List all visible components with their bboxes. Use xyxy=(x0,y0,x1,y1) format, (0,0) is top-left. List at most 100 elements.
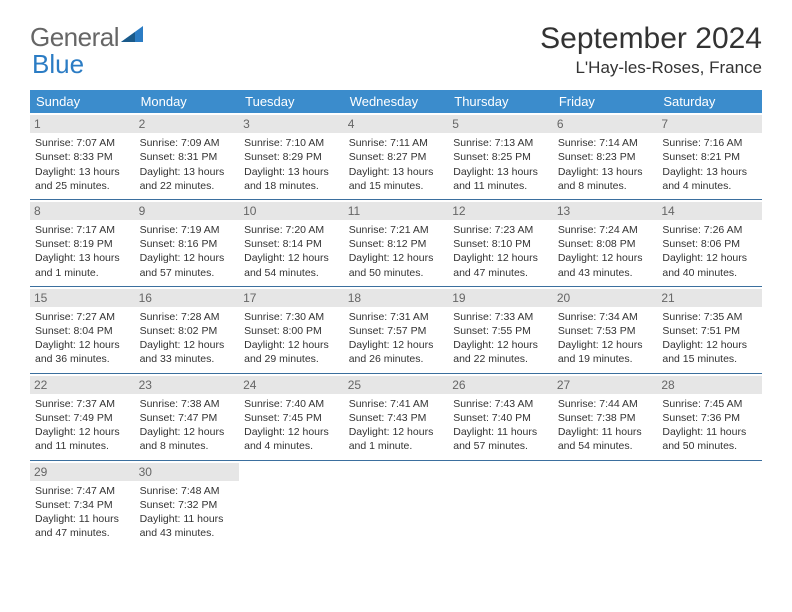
daylight-line: Daylight: 13 hours and 25 minutes. xyxy=(35,166,120,192)
day-details: Sunrise: 7:37 AMSunset: 7:49 PMDaylight:… xyxy=(34,397,131,454)
day-number: 7 xyxy=(657,115,762,133)
daylight-line: Daylight: 12 hours and 8 minutes. xyxy=(140,426,225,452)
day-header: Wednesday xyxy=(344,90,449,113)
day-cell: 28Sunrise: 7:45 AMSunset: 7:36 PMDayligh… xyxy=(657,373,762,460)
daylight-line: Daylight: 11 hours and 50 minutes. xyxy=(662,426,746,452)
day-header: Monday xyxy=(135,90,240,113)
sunset-line: Sunset: 8:27 PM xyxy=(349,151,427,163)
week-row: 29Sunrise: 7:47 AMSunset: 7:34 PMDayligh… xyxy=(30,460,762,546)
sunset-line: Sunset: 8:14 PM xyxy=(244,238,322,250)
daylight-line: Daylight: 12 hours and 26 minutes. xyxy=(349,339,434,365)
sunset-line: Sunset: 8:23 PM xyxy=(558,151,636,163)
day-cell: 14Sunrise: 7:26 AMSunset: 8:06 PMDayligh… xyxy=(657,199,762,286)
day-number: 12 xyxy=(448,202,553,220)
day-number: 25 xyxy=(344,376,449,394)
day-details: Sunrise: 7:14 AMSunset: 8:23 PMDaylight:… xyxy=(557,136,654,193)
sunset-line: Sunset: 7:40 PM xyxy=(453,412,531,424)
sunset-line: Sunset: 8:10 PM xyxy=(453,238,531,250)
sunset-line: Sunset: 8:21 PM xyxy=(662,151,740,163)
logo-triangle-icon xyxy=(121,26,143,44)
day-details: Sunrise: 7:31 AMSunset: 7:57 PMDaylight:… xyxy=(348,310,445,367)
day-details: Sunrise: 7:30 AMSunset: 8:00 PMDaylight:… xyxy=(243,310,340,367)
day-cell: 23Sunrise: 7:38 AMSunset: 7:47 PMDayligh… xyxy=(135,373,240,460)
sunrise-line: Sunrise: 7:43 AM xyxy=(453,398,533,410)
day-cell: 26Sunrise: 7:43 AMSunset: 7:40 PMDayligh… xyxy=(448,373,553,460)
day-number: 9 xyxy=(135,202,240,220)
sunrise-line: Sunrise: 7:21 AM xyxy=(349,224,429,236)
day-cell: 18Sunrise: 7:31 AMSunset: 7:57 PMDayligh… xyxy=(344,286,449,373)
day-details: Sunrise: 7:35 AMSunset: 7:51 PMDaylight:… xyxy=(661,310,758,367)
day-cell: 16Sunrise: 7:28 AMSunset: 8:02 PMDayligh… xyxy=(135,286,240,373)
sunrise-line: Sunrise: 7:20 AM xyxy=(244,224,324,236)
day-number: 2 xyxy=(135,115,240,133)
sunrise-line: Sunrise: 7:23 AM xyxy=(453,224,533,236)
day-cell: 6Sunrise: 7:14 AMSunset: 8:23 PMDaylight… xyxy=(553,113,658,199)
sunrise-line: Sunrise: 7:35 AM xyxy=(662,311,742,323)
sunrise-line: Sunrise: 7:14 AM xyxy=(558,137,638,149)
sunset-line: Sunset: 7:36 PM xyxy=(662,412,740,424)
sunrise-line: Sunrise: 7:38 AM xyxy=(140,398,220,410)
day-number: 4 xyxy=(344,115,449,133)
week-row: 15Sunrise: 7:27 AMSunset: 8:04 PMDayligh… xyxy=(30,286,762,373)
day-cell: 24Sunrise: 7:40 AMSunset: 7:45 PMDayligh… xyxy=(239,373,344,460)
day-cell: 9 Sunrise: 7:19 AMSunset: 8:16 PMDaylight… xyxy=(135,199,240,286)
sunset-line: Sunset: 8:04 PM xyxy=(35,325,113,337)
day-details: Sunrise: 7:47 AMSunset: 7:34 PMDaylight:… xyxy=(34,484,131,541)
daylight-line: Daylight: 12 hours and 4 minutes. xyxy=(244,426,329,452)
sunset-line: Sunset: 7:57 PM xyxy=(349,325,427,337)
sunrise-line: Sunrise: 7:11 AM xyxy=(349,137,428,149)
day-details: Sunrise: 7:33 AMSunset: 7:55 PMDaylight:… xyxy=(452,310,549,367)
day-cell xyxy=(448,460,553,546)
daylight-line: Daylight: 12 hours and 50 minutes. xyxy=(349,252,434,278)
day-details: Sunrise: 7:23 AM Sunset: 8:10 PM Daylight:… xyxy=(452,223,549,280)
day-cell: 29Sunrise: 7:47 AMSunset: 7:34 PMDayligh… xyxy=(30,460,135,546)
sunrise-line: Sunrise: 7:34 AM xyxy=(558,311,638,323)
daylight-line: Daylight: 12 hours and 1 minute. xyxy=(349,426,434,452)
day-header: Friday xyxy=(553,90,658,113)
day-number: 21 xyxy=(657,289,762,307)
daylight-line: Daylight: 12 hours and 47 minutes. xyxy=(453,252,538,278)
day-details: Sunrise: 7:40 AMSunset: 7:45 PMDaylight:… xyxy=(243,397,340,454)
day-number: 1 xyxy=(30,115,135,133)
sunrise-line: Sunrise: 7:28 AM xyxy=(140,311,220,323)
daylight-line: Daylight: 13 hours and 18 minutes. xyxy=(244,166,329,192)
sunrise-line: Sunrise: 7:47 AM xyxy=(35,485,115,497)
sunset-line: Sunset: 8:02 PM xyxy=(140,325,218,337)
sunset-line: Sunset: 7:53 PM xyxy=(558,325,636,337)
sunset-line: Sunset: 7:34 PM xyxy=(35,499,113,511)
sunrise-line: Sunrise: 7:37 AM xyxy=(35,398,115,410)
daylight-line: Daylight: 11 hours and 54 minutes. xyxy=(558,426,642,452)
day-details: Sunrise: 7:38 AM Sunset: 7:47 PM Daylight:… xyxy=(139,397,236,454)
day-number: 27 xyxy=(553,376,658,394)
day-cell: 12 Sunrise: 7:23 AM Sunset: 8:10 PM Dayligh… xyxy=(448,199,553,286)
day-header: Thursday xyxy=(448,90,553,113)
calendar-table: SundayMondayTuesdayWednesdayThursdayFrid… xyxy=(30,90,762,546)
day-details: Sunrise: 7:48 AMSunset: 7:32 PMDaylight:… xyxy=(139,484,236,541)
day-cell xyxy=(239,460,344,546)
week-row: 1Sunrise: 7:07 AMSunset: 8:33 PMDaylight… xyxy=(30,113,762,199)
day-cell: 30Sunrise: 7:48 AMSunset: 7:32 PMDayligh… xyxy=(135,460,240,546)
daylight-line: Daylight: 12 hours and 29 minutes. xyxy=(244,339,329,365)
day-details: Sunrise: 7:19 AMSunset: 8:16 PMDaylight:… xyxy=(139,223,236,280)
sunset-line: Sunset: 8:12 PM xyxy=(349,238,427,250)
day-details: Sunrise: 7:27 AMSunset: 8:04 PMDaylight:… xyxy=(34,310,131,367)
week-row: 22Sunrise: 7:37 AMSunset: 7:49 PMDayligh… xyxy=(30,373,762,460)
sunrise-line: Sunrise: 7:09 AM xyxy=(140,137,220,149)
day-header: Tuesday xyxy=(239,90,344,113)
sunset-line: Sunset: 8:33 PM xyxy=(35,151,113,163)
day-details: Sunrise: 7:45 AM Sunset: 7:36 PM Daylight:… xyxy=(661,397,758,454)
sunset-line: Sunset: 7:47 PM xyxy=(140,412,218,424)
day-header: Sunday xyxy=(30,90,135,113)
day-details: Sunrise: 7:11 AMSunset: 8:27 PMDaylight:… xyxy=(348,136,445,193)
week-row: 8Sunrise: 7:17 AMSunset: 8:19 PMDaylight… xyxy=(30,199,762,286)
sunset-line: Sunset: 7:49 PM xyxy=(35,412,113,424)
day-details: Sunrise: 7:09 AMSunset: 8:31 PMDaylight:… xyxy=(139,136,236,193)
day-number: 17 xyxy=(239,289,344,307)
sunset-line: Sunset: 7:38 PM xyxy=(558,412,636,424)
daylight-line: Daylight: 12 hours and 43 minutes. xyxy=(558,252,643,278)
daylight-line: Daylight: 11 hours and 57 minutes. xyxy=(453,426,537,452)
daylight-line: Daylight: 12 hours and 36 minutes. xyxy=(35,339,120,365)
sunset-line: Sunset: 7:43 PM xyxy=(349,412,427,424)
day-number: 13 xyxy=(553,202,658,220)
sunrise-line: Sunrise: 7:45 AM xyxy=(662,398,742,410)
